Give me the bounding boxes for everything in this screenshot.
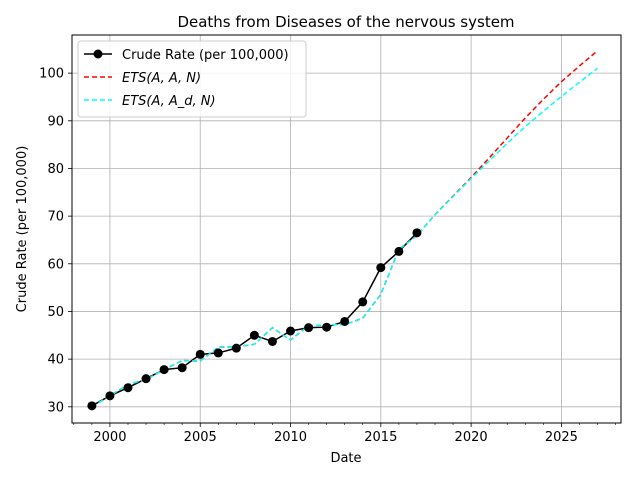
crude-rate-point: [141, 374, 151, 384]
crude-rate-point: [286, 326, 296, 336]
crude-rate-point: [358, 297, 368, 307]
legend-marker-crude-rate: [93, 49, 103, 59]
x-tick-label: 2000: [93, 430, 126, 445]
crude-rate-point: [394, 246, 404, 256]
legend-box: [77, 40, 307, 118]
crude-rate-point: [213, 348, 223, 358]
y-axis-label: Crude Rate (per 100,000): [15, 146, 30, 313]
crude-rate-point: [195, 349, 205, 359]
legend-label-ets-aan: ETS(A, A, N): [122, 71, 201, 86]
crude-rate-point: [322, 322, 332, 332]
y-tick-label: 30: [47, 400, 64, 415]
crude-rate-point: [105, 391, 115, 401]
crude-rate-point: [412, 228, 422, 238]
x-tick-label: 2020: [455, 430, 488, 445]
y-tick-label: 90: [47, 114, 64, 129]
chart-title: Deaths from Diseases of the nervous syst…: [177, 13, 514, 31]
crude-rate-point: [159, 365, 169, 375]
crude-rate-point: [231, 343, 241, 353]
x-axis-label: Date: [330, 451, 361, 466]
y-tick-label: 70: [47, 210, 64, 225]
x-tick-label: 2010: [274, 430, 307, 445]
crude-rate-point: [304, 323, 314, 333]
y-tick-label: 100: [39, 67, 64, 82]
series-layer: [87, 50, 599, 411]
x-tick-label: 2005: [184, 430, 217, 445]
y-tick-label: 40: [47, 353, 64, 368]
y-tick-label: 80: [47, 162, 64, 177]
legend: Crude Rate (per 100,000) ETS(A, A, N) ET…: [77, 40, 307, 118]
crude-rate-point: [249, 330, 259, 340]
plot-frame: [71, 34, 622, 424]
crude-rate-point: [267, 336, 277, 346]
legend-label-ets-aadn: ETS(A, A_d, N): [122, 94, 216, 109]
crude-rate-point: [340, 316, 350, 326]
y-tick-label: 50: [47, 305, 64, 320]
y-tick-label: 60: [47, 257, 64, 272]
crude-rate-point: [177, 363, 187, 373]
x-tick-label: 2015: [364, 430, 397, 445]
legend-label-crude-rate: Crude Rate (per 100,000): [122, 48, 289, 63]
ticks: 2000 2005 2010 2015 2020 2025 30 40 50 60 70 80 90 10…: [39, 67, 616, 445]
crude-rate-point: [123, 383, 133, 393]
x-tick-label: 2025: [545, 430, 578, 445]
crude-rate-point: [376, 263, 386, 273]
crude-rate-point: [87, 401, 97, 411]
